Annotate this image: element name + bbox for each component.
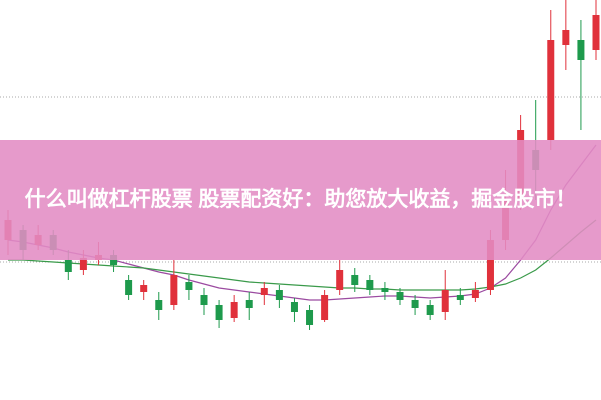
candle-body (381, 288, 389, 292)
candle-body (260, 288, 268, 295)
candle-body (140, 285, 148, 292)
candle-body (170, 275, 178, 305)
candle-body (155, 300, 163, 310)
candle-body (411, 300, 419, 308)
candle-body (351, 275, 359, 285)
candle-body (366, 280, 374, 290)
banner: 什么叫做杠杆股票 股票配资好：助您放大收益，掘金股市！ (0, 140, 601, 260)
candle-body (290, 302, 298, 312)
candle-body (456, 295, 464, 300)
candle-body (185, 282, 193, 290)
candle-body (215, 305, 223, 320)
candle-body (471, 290, 479, 298)
candle-body (306, 310, 314, 325)
candle-body (486, 240, 494, 290)
candle-body (577, 40, 585, 60)
candle-body (336, 270, 344, 290)
candle-body (64, 260, 72, 272)
candle-body (441, 290, 449, 312)
candle-body (396, 292, 404, 300)
candle-body (245, 300, 253, 308)
candle-body (110, 255, 118, 265)
title: 什么叫做杠杆股票 股票配资好：助您放大收益，掘金股市！ (24, 188, 577, 211)
candle-body (321, 295, 329, 320)
candle-body (547, 40, 555, 140)
candle-body (592, 15, 600, 50)
candle-body (230, 302, 238, 318)
candle-body (79, 258, 87, 270)
ma-line (8, 219, 597, 291)
candle-body (200, 295, 208, 305)
candle-body (562, 30, 570, 45)
candle-body (125, 280, 133, 295)
candle-body (275, 290, 283, 300)
candle-body (426, 305, 434, 315)
